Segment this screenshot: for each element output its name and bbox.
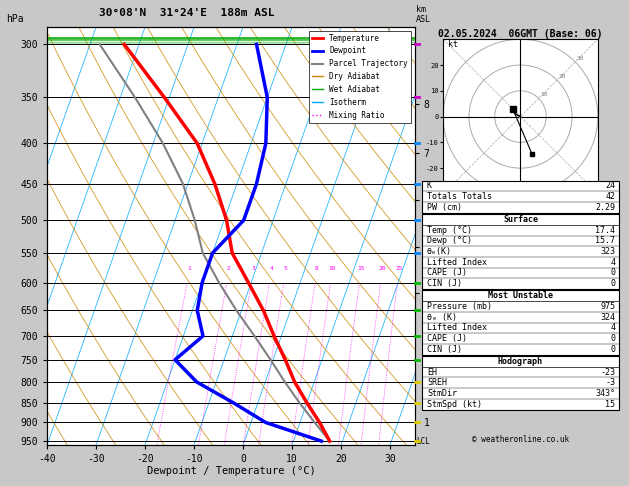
Text: 15: 15 [605,399,615,409]
Text: StmSpd (kt): StmSpd (kt) [427,399,482,409]
Text: StmDir: StmDir [427,389,457,398]
Text: 975: 975 [600,302,615,311]
Text: hPa: hPa [6,14,24,24]
Text: Temp (°C): Temp (°C) [427,226,472,235]
Text: 10: 10 [540,92,547,97]
Text: Lifted Index: Lifted Index [427,258,487,267]
Text: 2.29: 2.29 [595,203,615,212]
Text: 4: 4 [610,258,615,267]
Text: CAPE (J): CAPE (J) [427,268,467,278]
Text: PW (cm): PW (cm) [427,203,462,212]
Text: 4: 4 [610,323,615,332]
Text: 324: 324 [600,312,615,322]
Text: Hodograph: Hodograph [498,357,543,366]
Text: 1: 1 [187,266,191,271]
X-axis label: Dewpoint / Temperature (°C): Dewpoint / Temperature (°C) [147,467,315,476]
Text: Most Unstable: Most Unstable [488,291,553,300]
Text: 30: 30 [576,55,584,61]
Text: 15: 15 [357,266,365,271]
Text: CAPE (J): CAPE (J) [427,334,467,343]
Text: θₑ(K): θₑ(K) [427,247,452,256]
Text: 42: 42 [605,192,615,201]
Text: 323: 323 [600,247,615,256]
Text: 2: 2 [227,266,231,271]
Text: Lifted Index: Lifted Index [427,323,487,332]
Text: K: K [427,181,432,191]
Text: Pressure (mb): Pressure (mb) [427,302,492,311]
Text: CIN (J): CIN (J) [427,279,462,288]
Text: 20: 20 [379,266,386,271]
Text: SREH: SREH [427,378,447,387]
Text: LCL: LCL [416,436,430,446]
Text: 30°08'N  31°24'E  188m ASL: 30°08'N 31°24'E 188m ASL [99,8,275,18]
Text: 0: 0 [610,279,615,288]
Text: 10: 10 [328,266,336,271]
Text: 0: 0 [610,268,615,278]
Text: 8: 8 [315,266,319,271]
Text: kt: kt [448,40,459,49]
Text: CIN (J): CIN (J) [427,345,462,354]
Text: θₑ (K): θₑ (K) [427,312,457,322]
Legend: Temperature, Dewpoint, Parcel Trajectory, Dry Adiabat, Wet Adiabat, Isotherm, Mi: Temperature, Dewpoint, Parcel Trajectory… [308,31,411,122]
Text: 17.4: 17.4 [595,226,615,235]
Text: Totals Totals: Totals Totals [427,192,492,201]
Text: 0: 0 [610,345,615,354]
Text: 3: 3 [252,266,255,271]
Text: 0: 0 [610,334,615,343]
Text: 343°: 343° [595,389,615,398]
Text: -3: -3 [605,378,615,387]
Text: Surface: Surface [503,215,538,224]
Text: km
ASL: km ASL [416,5,431,24]
Text: 20: 20 [558,74,565,79]
Text: EH: EH [427,367,437,377]
Text: © weatheronline.co.uk: © weatheronline.co.uk [472,434,569,444]
Text: 02.05.2024  06GMT (Base: 06): 02.05.2024 06GMT (Base: 06) [438,29,603,39]
Text: 5: 5 [284,266,287,271]
Text: 25: 25 [395,266,403,271]
Text: 24: 24 [605,181,615,191]
Text: Dewp (°C): Dewp (°C) [427,236,472,245]
Text: -23: -23 [600,367,615,377]
Y-axis label: Mixing Ratio (g/kg): Mixing Ratio (g/kg) [435,188,443,283]
Text: 15.7: 15.7 [595,236,615,245]
Text: 4: 4 [269,266,273,271]
